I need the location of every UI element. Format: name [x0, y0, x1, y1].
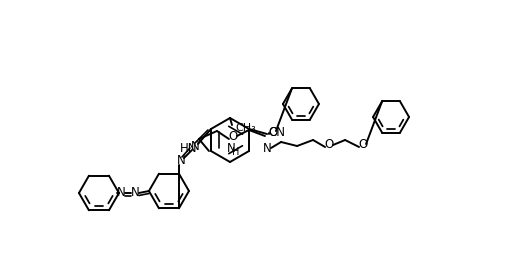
Text: N: N [190, 140, 199, 154]
Text: N: N [176, 154, 185, 167]
Text: H: H [233, 147, 240, 157]
Text: O: O [359, 139, 367, 151]
Text: CN: CN [268, 126, 285, 139]
Text: N: N [227, 142, 236, 155]
Text: N: N [263, 141, 272, 154]
Text: N: N [117, 187, 125, 200]
Text: O: O [228, 130, 238, 143]
Text: N: N [131, 187, 139, 200]
Text: HN: HN [180, 141, 197, 154]
Text: CH₃: CH₃ [235, 123, 256, 133]
Text: O: O [324, 139, 334, 151]
Text: O: O [268, 126, 278, 139]
